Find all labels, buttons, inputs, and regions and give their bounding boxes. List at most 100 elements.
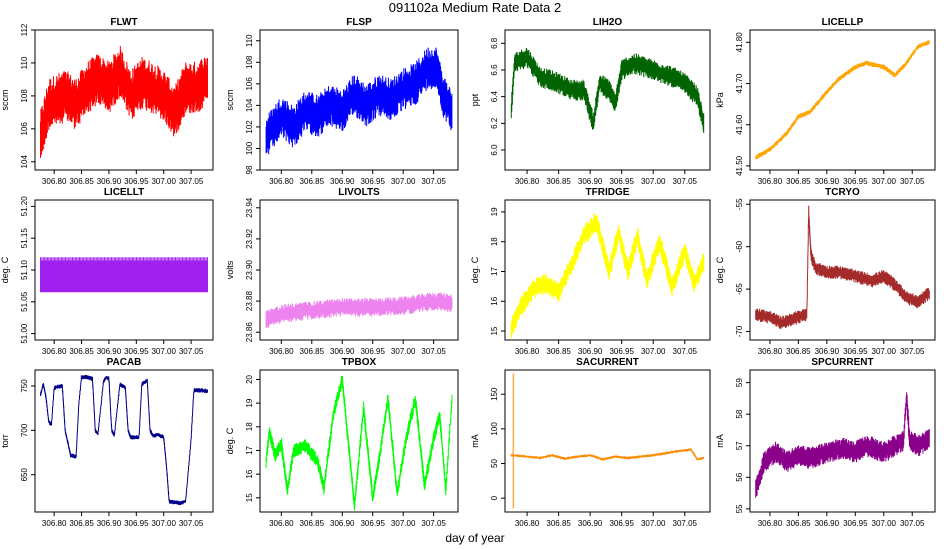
x-tick-label: 306.85 (300, 177, 325, 186)
y-tick-label: 41.60 (735, 114, 744, 135)
y-tick-label: 108 (245, 55, 254, 69)
panel-tfridge: TFRIDGE deg. C 15 16 17 18 19 306.80 306.85 306.9… (470, 187, 711, 356)
x-tick-label: 306.90 (815, 519, 840, 528)
y-tick-label: 106 (245, 77, 254, 91)
plot-frame (504, 369, 711, 513)
y-axis-label: ppt (470, 93, 480, 106)
x-tick-label: 307.05 (673, 347, 698, 356)
x-tick-label: 307.05 (179, 519, 204, 528)
y-tick-label: 41.50 (735, 155, 744, 176)
x-tick-label: 307.05 (421, 347, 446, 356)
x-tick-label: 306.95 (124, 347, 149, 356)
y-tick-label: 15 (490, 326, 499, 335)
x-tick-label: 306.85 (546, 347, 571, 356)
series-line-pacab (40, 374, 208, 506)
series-line-livolts (265, 292, 453, 329)
y-tick-label: 102 (245, 120, 254, 134)
x-tick-label: 306.95 (843, 347, 868, 356)
panel-title: LICELLT (104, 187, 144, 198)
y-tick-label: 23.94 (245, 197, 254, 218)
x-tick-label: 307.00 (872, 519, 897, 528)
x-tick-label: 306.90 (97, 177, 122, 186)
panel-tpbox: TPBOX deg. C 15 16 17 18 19 20 306.80 306.85 306.9… (225, 357, 459, 528)
panel-title: TFRIDGE (586, 187, 630, 198)
y-tick-label: 17 (490, 266, 499, 275)
y-tick-label: -70 (735, 325, 744, 337)
panel-title: SPCURRENT (811, 357, 873, 368)
x-tick-label: 306.80 (42, 177, 67, 186)
y-axis-label: deg. C (715, 256, 725, 283)
y-tick-label: 19 (245, 398, 254, 407)
y-tick-label: -60 (735, 240, 744, 252)
y-tick-label: 98 (245, 165, 254, 174)
x-tick-label: 306.80 (758, 347, 783, 356)
x-tick-label: 306.95 (609, 347, 634, 356)
y-tick-label: 112 (20, 23, 29, 36)
y-tick-label: 650 (20, 468, 29, 482)
y-tick-label: 20 (245, 374, 254, 383)
y-tick-label: 18 (245, 422, 254, 431)
x-tick-label: 307.00 (872, 347, 897, 356)
panel-tcryo: TCRYO deg. C -70 -65 -60 -55 306.80 306.85 306.9… (715, 187, 936, 356)
y-tick-label: 6.2 (490, 117, 499, 129)
panel-title: FLWT (110, 17, 137, 28)
panel-title: LICELLP (822, 17, 864, 28)
x-tick-label: 306.80 (758, 519, 783, 528)
y-axis-label: sccm (0, 90, 10, 111)
y-tick-label: 23.92 (245, 228, 254, 249)
y-tick-label: 6.6 (490, 64, 499, 76)
y-axis-label: torr (0, 434, 10, 448)
x-tick-label: 306.80 (42, 519, 67, 528)
x-tick-label: 307.05 (421, 519, 446, 528)
y-tick-label: 59 (735, 378, 744, 387)
x-tick-label: 306.85 (786, 519, 811, 528)
y-tick-label: 58 (735, 409, 744, 418)
plot-frame (749, 29, 936, 171)
panel-lih2o: LIH2O ppt 6.0 6.2 6.4 6.6 6.8 306.80 306.85 306.9… (470, 17, 711, 186)
x-tick-label: 306.80 (758, 177, 783, 186)
y-tick-label: 51.05 (20, 291, 29, 312)
series-line-flwt (40, 45, 208, 158)
x-tick-label: 307.00 (151, 519, 176, 528)
x-tick-label: 307.00 (391, 347, 416, 356)
x-tick-label: 306.90 (97, 347, 122, 356)
y-tick-label: 17 (245, 445, 254, 454)
y-tick-label: 6.8 (490, 37, 499, 49)
y-axis-label: mA (715, 434, 725, 448)
series-line-tpbox (265, 375, 453, 511)
x-tick-label: 306.90 (815, 347, 840, 356)
x-tick-label: 306.95 (609, 519, 634, 528)
y-tick-label: 51.20 (20, 196, 29, 217)
x-tick-label: 306.85 (786, 347, 811, 356)
plot-frame (504, 199, 711, 341)
series-line-licellt (40, 257, 208, 293)
y-tick-label: 150 (490, 387, 499, 401)
panel-licellt: LICELLT deg. C 51.00 51.05 51.10 51.15 51.20 30… (0, 187, 214, 356)
panel-title: LIVOLTS (338, 187, 380, 198)
y-tick-label: 56 (735, 472, 744, 481)
y-tick-label: 16 (490, 296, 499, 305)
x-tick-label: 306.80 (269, 519, 294, 528)
plot-frame (749, 199, 936, 341)
y-tick-label: 6.0 (490, 144, 499, 156)
x-tick-label: 306.95 (360, 177, 385, 186)
y-tick-label: 18 (490, 237, 499, 246)
y-axis-label: kPa (715, 92, 725, 108)
panel-title: TPBOX (342, 357, 377, 368)
panel-title: FLSP (346, 17, 372, 28)
x-tick-label: 306.90 (330, 519, 355, 528)
y-tick-label: 23.86 (245, 322, 254, 343)
y-tick-label: 23.90 (245, 259, 254, 280)
y-tick-label: 41.70 (735, 73, 744, 94)
x-tick-label: 306.80 (269, 177, 294, 186)
y-axis-label: sccm (225, 90, 235, 111)
x-tick-label: 307.00 (151, 347, 176, 356)
y-tick-label: 51.15 (20, 228, 29, 249)
plot-frame (34, 369, 214, 513)
x-tick-label: 306.90 (330, 177, 355, 186)
panel-livolts: LIVOLTS volts 23.86 23.88 23.90 23.92 23.94 306… (225, 187, 459, 356)
plot-frame (504, 29, 711, 171)
x-tick-label: 307.05 (900, 177, 925, 186)
y-tick-label: 100 (245, 141, 254, 155)
